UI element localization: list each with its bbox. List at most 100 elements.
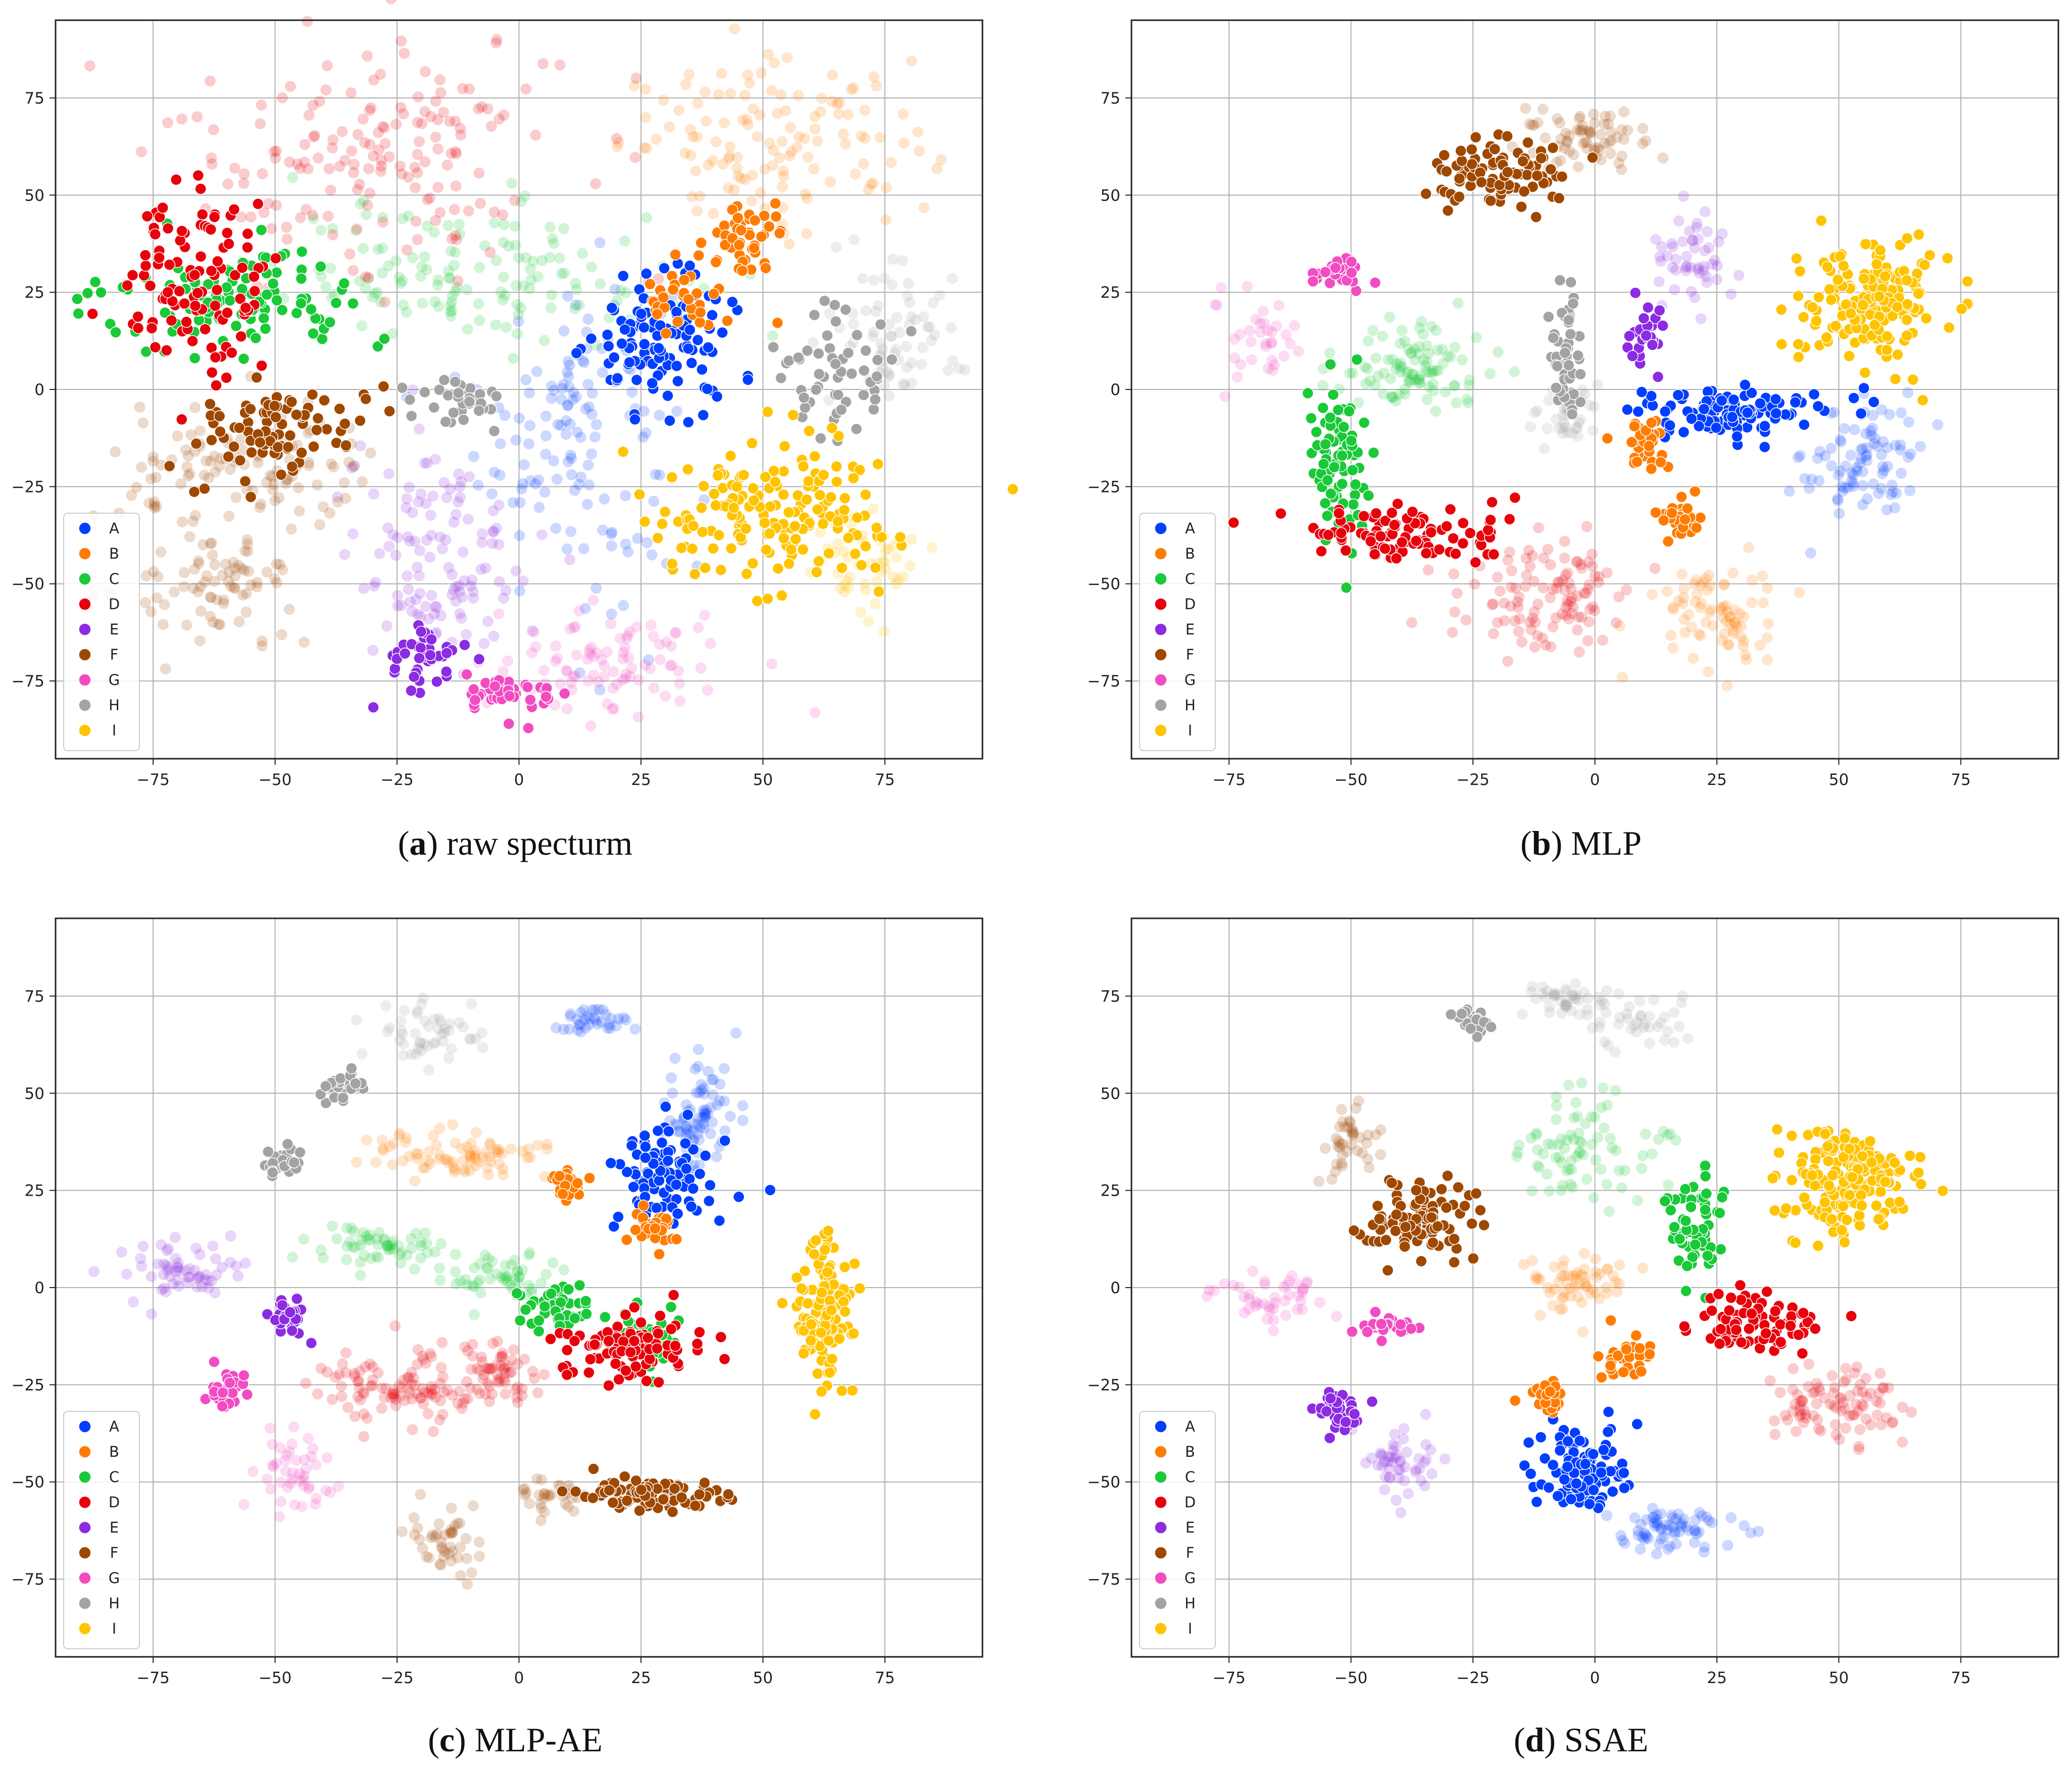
data-point-F — [155, 546, 167, 558]
data-point-H — [891, 343, 902, 355]
data-point-C — [358, 195, 369, 207]
data-point-A — [572, 426, 583, 438]
data-point-A — [562, 366, 573, 378]
data-point-D — [294, 163, 306, 174]
data-point-H — [947, 273, 958, 284]
data-point-D — [394, 161, 406, 172]
data-point-A — [552, 419, 564, 430]
data-point-D — [368, 74, 379, 86]
data-point-B — [718, 117, 730, 129]
data-point-C — [546, 289, 557, 301]
data-point-H — [924, 321, 935, 332]
data-point-A — [495, 438, 506, 450]
data-point-A — [507, 497, 519, 508]
data-point-F — [267, 484, 279, 496]
data-point-A — [570, 299, 581, 311]
data-point-H — [870, 306, 882, 317]
data-point-G — [567, 670, 579, 682]
data-point-E — [476, 537, 488, 549]
data-point-F — [136, 461, 147, 473]
data-point-G — [607, 682, 619, 694]
data-point-F — [189, 563, 201, 575]
data-point-B — [683, 69, 695, 80]
data-point-C — [401, 307, 412, 318]
data-point-A — [513, 316, 524, 327]
data-point-F — [159, 599, 170, 610]
data-point-A — [516, 483, 527, 495]
data-point-A — [742, 374, 754, 386]
data-point-C — [397, 275, 408, 286]
data-point-A — [606, 528, 617, 540]
data-point-E — [426, 529, 437, 541]
data-point-D — [309, 130, 321, 141]
data-point-A — [562, 456, 574, 468]
data-point-G — [623, 652, 634, 664]
data-point-H — [918, 311, 929, 323]
data-point-A — [525, 475, 536, 486]
data-point-A — [565, 526, 576, 537]
data-point-C — [398, 300, 409, 311]
data-point-C — [445, 310, 457, 322]
data-point-F — [269, 573, 280, 584]
data-point-G — [582, 675, 594, 686]
data-point-E — [441, 492, 453, 504]
data-point-E — [387, 529, 399, 540]
data-point-F — [365, 447, 376, 459]
data-point-B — [628, 80, 640, 91]
data-point-G — [607, 704, 618, 715]
data-point-B — [1577, 1326, 1589, 1338]
data-point-I — [845, 571, 856, 582]
data-point-A — [579, 603, 591, 614]
data-point-E — [392, 532, 404, 544]
data-point-G — [555, 678, 566, 690]
cluster-B — [1518, 1248, 1649, 1338]
data-point-F — [181, 461, 193, 473]
data-point-E — [409, 535, 421, 547]
data-point-G — [591, 647, 603, 659]
data-point-F — [237, 589, 249, 601]
data-point-E — [429, 601, 441, 612]
data-point-A — [548, 384, 560, 396]
data-point-H — [901, 362, 913, 373]
data-point-B — [809, 111, 821, 122]
data-point-E — [429, 454, 441, 465]
data-point-E — [402, 570, 413, 582]
data-point-E — [374, 548, 385, 559]
data-point-B — [685, 124, 697, 135]
data-point-F — [252, 576, 263, 588]
data-point-C — [473, 298, 484, 310]
data-point-D — [362, 200, 373, 211]
data-point-F — [207, 616, 219, 628]
data-point-F — [209, 451, 220, 462]
data-point-A — [603, 340, 615, 352]
data-point-D — [482, 103, 494, 115]
data-point-D — [383, 151, 395, 163]
data-point-E — [461, 629, 472, 641]
data-point-D — [176, 113, 187, 125]
data-point-B — [773, 227, 786, 239]
data-point-H — [945, 322, 957, 333]
data-point-B — [760, 262, 772, 274]
data-point-A — [582, 459, 594, 471]
data-point-E — [404, 535, 415, 547]
data-point-D — [379, 297, 390, 308]
data-point-H — [881, 366, 893, 378]
data-point-D — [412, 149, 423, 160]
data-point-E — [413, 570, 425, 581]
data-point-G — [673, 665, 684, 677]
data-point-G — [669, 627, 681, 639]
data-point-A — [606, 540, 617, 552]
data-point-F — [332, 496, 343, 508]
data-point-A — [702, 341, 714, 354]
data-point-C — [395, 277, 406, 289]
data-point-E — [368, 488, 379, 500]
data-point-B — [664, 121, 675, 133]
data-point-F — [155, 459, 167, 471]
data-point-D — [258, 207, 270, 218]
data-point-I — [877, 555, 889, 567]
data-point-A — [582, 499, 593, 510]
data-point-C — [524, 283, 535, 294]
data-point-F — [240, 588, 252, 599]
data-point-E — [346, 462, 358, 474]
data-point-B — [748, 103, 759, 115]
